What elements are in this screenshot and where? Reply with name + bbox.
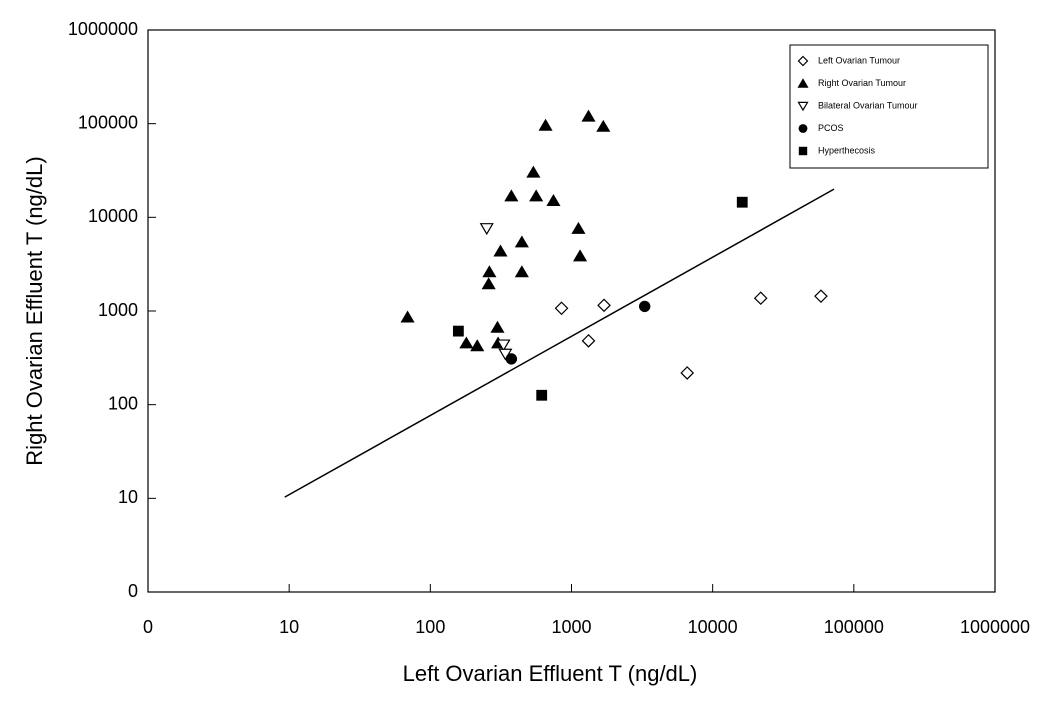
data-point (680, 366, 695, 380)
legend-marker (797, 55, 809, 67)
legend-box (789, 44, 989, 169)
x-tick-label: 0 (143, 617, 153, 637)
x-axis-title: Left Ovarian Effluent T (ng/dL) (403, 661, 698, 686)
data-point (514, 235, 529, 248)
data-point (546, 193, 561, 206)
y-tick-label: 1000000 (68, 19, 138, 39)
legend-label: Hyperthecosis (818, 145, 876, 155)
y-tick-label: 1000 (98, 300, 138, 320)
data-point (597, 298, 611, 313)
legend-label: Right Ovarian Tumour (818, 78, 906, 88)
data-point (536, 389, 548, 401)
data-point (479, 223, 494, 236)
data-point (526, 165, 541, 178)
data-point (596, 119, 611, 132)
data-point (814, 289, 828, 304)
x-tick-label: 100000 (824, 617, 884, 637)
x-tick-label: 100 (415, 617, 445, 637)
y-tick-label: 10 (118, 487, 138, 507)
legend-marker (798, 124, 808, 133)
data-point (573, 249, 588, 262)
data-point (481, 277, 496, 290)
data-point (505, 353, 518, 365)
legend-marker (798, 146, 808, 156)
x-tick-label: 10000 (688, 617, 738, 637)
data-point (490, 320, 505, 333)
y-tick-label: 10000 (88, 206, 138, 226)
x-tick-label: 1000 (551, 617, 591, 637)
legend-label: Left Ovarian Tumour (818, 55, 900, 65)
y-tick-label: 0 (128, 581, 138, 601)
data-point (459, 336, 474, 349)
data-point (736, 196, 748, 208)
fit-line (284, 188, 835, 498)
data-point (482, 265, 497, 278)
data-point (514, 265, 529, 278)
y-axis-title: Right Ovarian Effluent T (ng/dL) (22, 156, 47, 465)
data-point (554, 301, 569, 316)
data-point (493, 244, 508, 257)
legend-marker (797, 101, 809, 112)
data-point (452, 325, 464, 337)
data-point (571, 221, 586, 234)
data-point (581, 334, 596, 348)
x-tick-label: 10 (279, 617, 299, 637)
data-point (638, 300, 651, 313)
legend-marker (797, 78, 809, 88)
y-tick-label: 100 (108, 393, 138, 413)
data-point (400, 310, 415, 323)
x-tick-label: 1000000 (960, 617, 1030, 637)
data-point (581, 109, 596, 122)
data-point (504, 189, 519, 202)
y-tick-label: 100000 (78, 112, 138, 132)
data-point (496, 339, 511, 352)
legend-label: PCOS (818, 123, 844, 133)
data-point (470, 339, 485, 352)
data-point (529, 189, 544, 202)
data-point (753, 291, 768, 306)
legend-label: Bilateral Ovarian Tumour (818, 100, 918, 110)
data-point (538, 118, 553, 131)
